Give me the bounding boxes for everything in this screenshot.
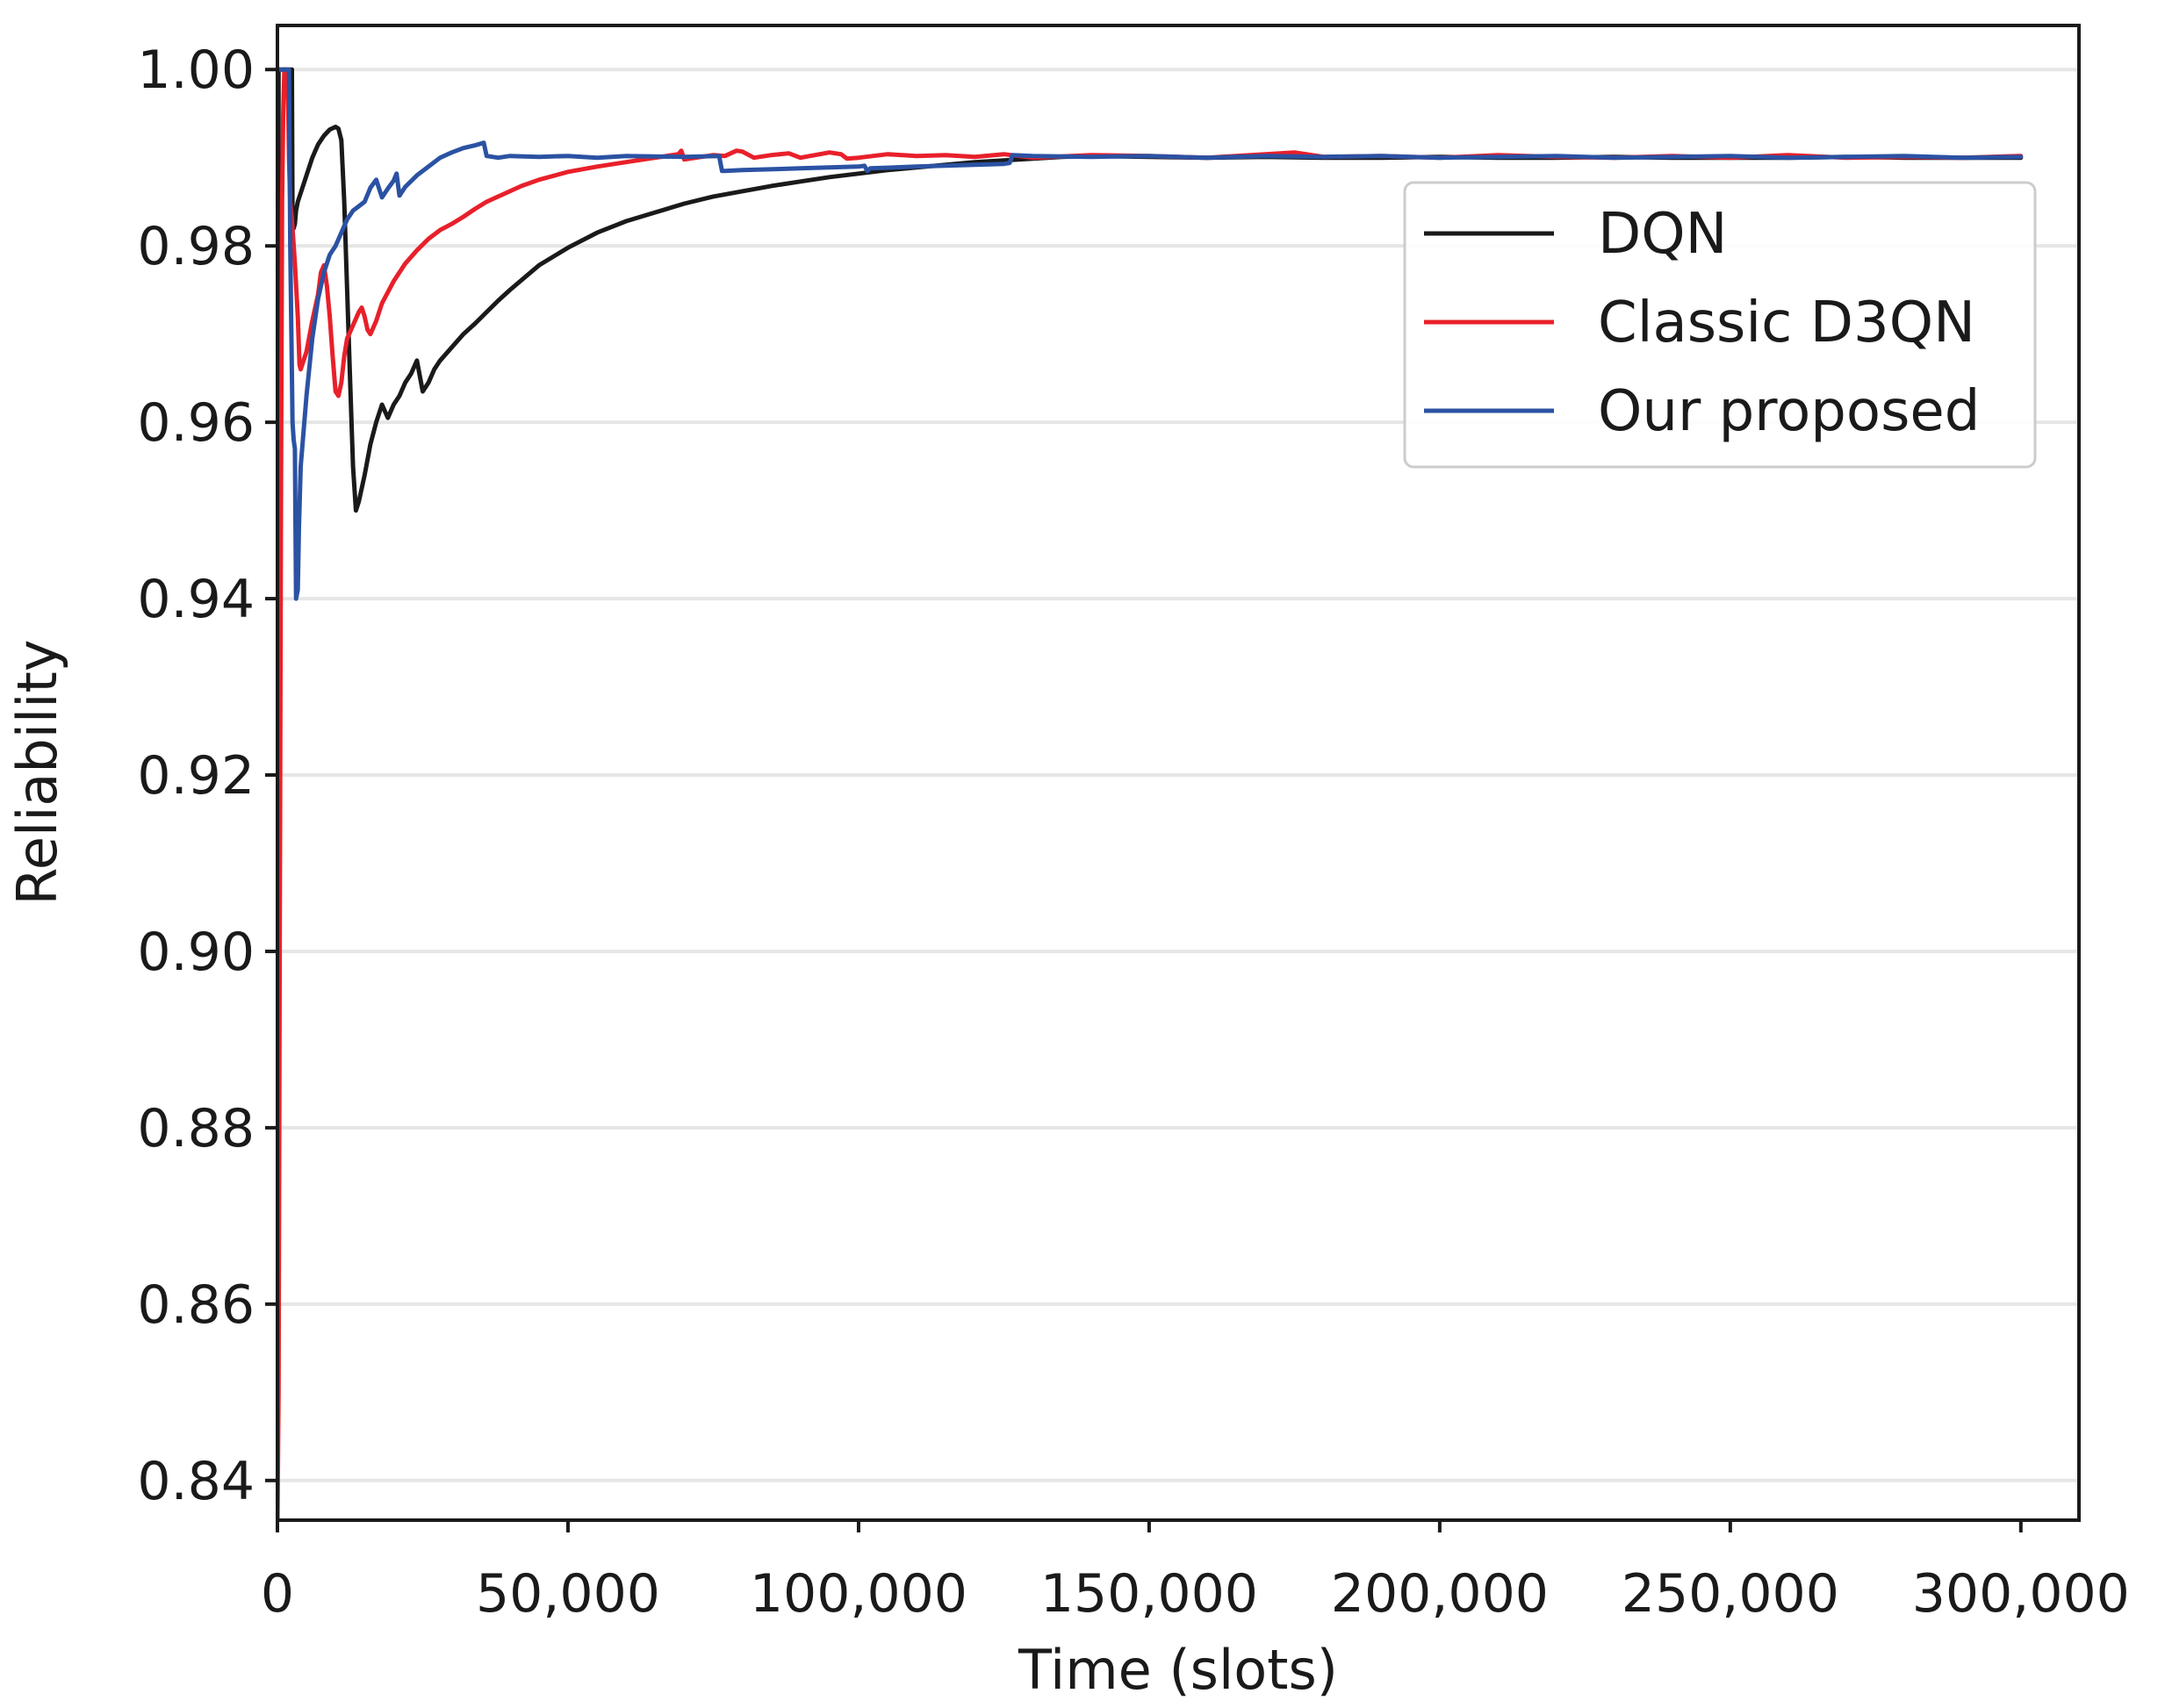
- y-tick-label: 1.00: [137, 39, 255, 101]
- x-tick-label: 200,000: [1331, 1563, 1549, 1625]
- x-tick-label: 50,000: [476, 1563, 660, 1625]
- series-line-our-proposed: [277, 67, 2024, 601]
- series-lines: [277, 67, 2024, 1520]
- y-tick-label: 0.86: [137, 1274, 255, 1336]
- plot-frame: [276, 24, 2081, 1522]
- x-axis-label: Time (slots): [1018, 1638, 1338, 1702]
- legend-box: [1403, 181, 2037, 469]
- y-axis-label: Reliability: [5, 640, 69, 906]
- y-tick-label: 0.92: [137, 745, 255, 807]
- x-tick-label: 0: [261, 1563, 294, 1625]
- y-axis: 0.84 0.86 0.88 0.90 0.92 0.94 0.96 0.98 1.00: [137, 39, 277, 1512]
- legend-label-dqn: DQN: [1598, 202, 1728, 267]
- x-axis: 0 50,000 100,000 150,000 200,000 250,000 300,0…: [261, 1520, 2130, 1625]
- y-tick-label: 0.90: [137, 922, 255, 983]
- x-tick-label: 250,000: [1622, 1563, 1839, 1625]
- y-tick-label: 0.94: [137, 569, 255, 630]
- legend-label-our-proposed: Our proposed: [1598, 379, 1980, 444]
- x-tick-label: 150,000: [1040, 1563, 1258, 1625]
- y-tick-label: 0.88: [137, 1098, 255, 1159]
- legend: DQN Classic D3QN Our proposed: [1403, 181, 2037, 469]
- x-tick-label: 100,000: [750, 1563, 967, 1625]
- y-tick-label: 0.98: [137, 216, 255, 277]
- x-tick-label: 300,000: [1912, 1563, 2130, 1625]
- y-tick-label: 0.96: [137, 392, 255, 454]
- legend-label-classic-d3qn: Classic D3QN: [1598, 291, 1975, 355]
- y-tick-label: 0.84: [137, 1451, 255, 1512]
